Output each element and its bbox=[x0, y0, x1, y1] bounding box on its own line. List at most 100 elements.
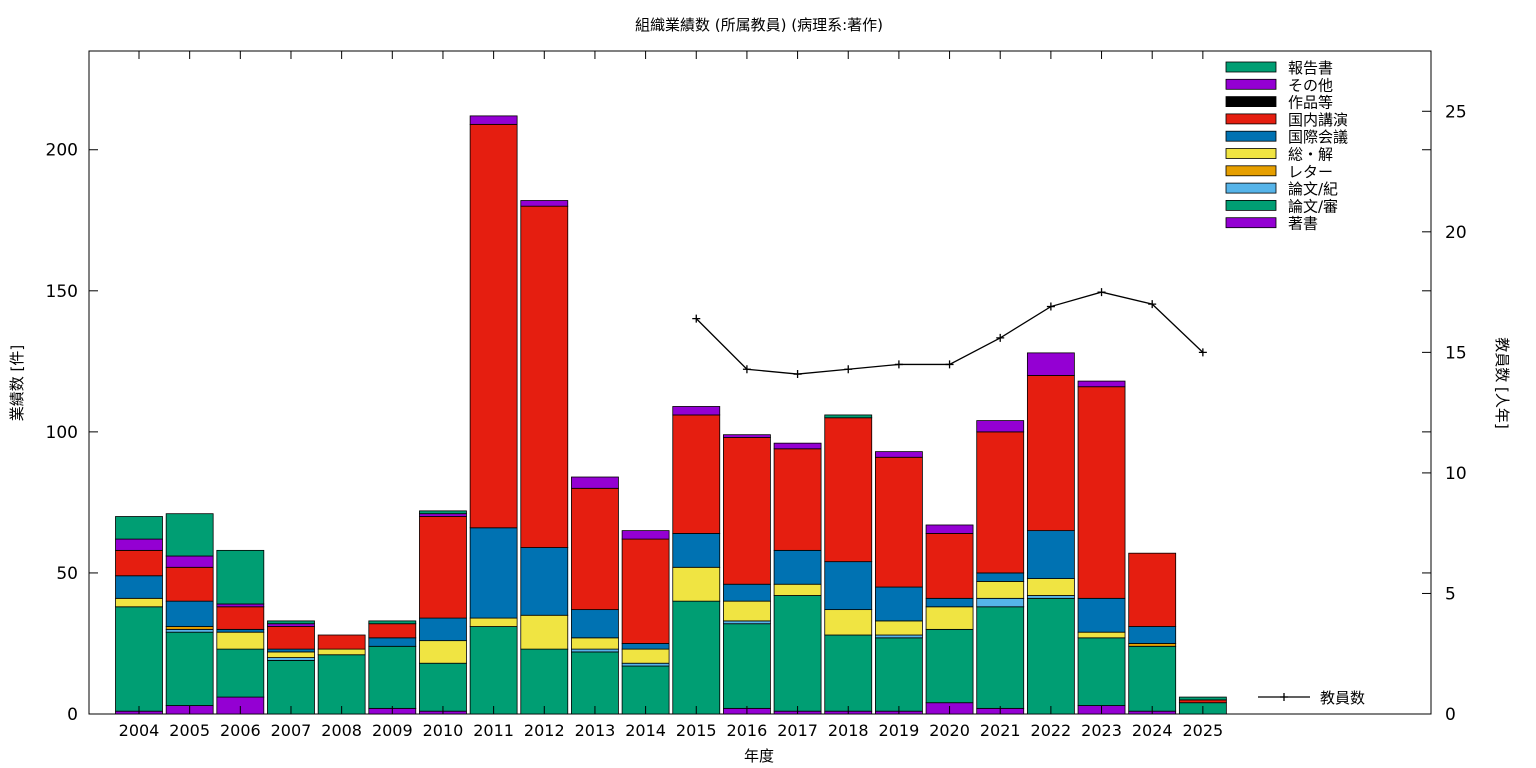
bar-segment-2019-5 bbox=[875, 586, 923, 622]
y2-tick-label: 15 bbox=[1445, 343, 1467, 363]
bar-segment-2022-5 bbox=[1026, 530, 1075, 579]
bar-segment-2020-8 bbox=[925, 524, 974, 534]
bar-segment-2008-6 bbox=[317, 634, 366, 650]
bar-segment-2020-1 bbox=[925, 628, 974, 704]
x-tick-label: 2004 bbox=[119, 721, 160, 740]
bar-segment-2012-5 bbox=[520, 547, 569, 616]
bar-segment-2023-6 bbox=[1077, 386, 1126, 599]
x-tick-label: 2023 bbox=[1081, 721, 1122, 740]
y2-tick-label: 5 bbox=[1445, 584, 1456, 604]
bar-segment-2018-6 bbox=[824, 417, 873, 563]
bar-segment-2007-4 bbox=[267, 651, 315, 658]
bar-segment-2023-5 bbox=[1077, 597, 1126, 633]
bar-segment-2007-1 bbox=[267, 659, 315, 715]
bar-segment-2021-2 bbox=[976, 597, 1025, 608]
bar-segment-2014-8 bbox=[621, 530, 670, 540]
bar-segment-2006-9 bbox=[216, 549, 265, 605]
y2-axis-label: 教員数 [人年] bbox=[1493, 337, 1511, 428]
bar-segment-2004-5 bbox=[115, 575, 163, 599]
bar-segment-2011-1 bbox=[469, 626, 518, 715]
chart-title: 組織業績数 (所属教員) (病理系:著作) bbox=[635, 16, 883, 34]
bar-segment-2009-5 bbox=[368, 637, 417, 647]
bar-segment-2011-8 bbox=[469, 115, 518, 125]
legend-label: 報告書 bbox=[1288, 59, 1333, 77]
x-tick-label: 2016 bbox=[727, 721, 768, 740]
faculty-point bbox=[894, 360, 903, 369]
bar-segment-2018-4 bbox=[824, 609, 873, 636]
y2-tick-label: 0 bbox=[1445, 705, 1456, 725]
faculty-point bbox=[1148, 300, 1157, 309]
bar-segment-2019-6 bbox=[875, 456, 923, 588]
bar-segment-2020-6 bbox=[925, 533, 974, 599]
bar-segment-2006-8 bbox=[216, 603, 265, 608]
legend-label: 総・解 bbox=[1288, 146, 1333, 164]
y-axis: 0 50 100 150 200 bbox=[46, 141, 1431, 725]
bar-segment-2017-1 bbox=[773, 595, 822, 712]
bar-segment-2024-1 bbox=[1128, 645, 1177, 712]
bar-segment-2017-6 bbox=[773, 448, 822, 551]
bar-segment-2016-5 bbox=[723, 583, 771, 602]
bar-segment-2019-4 bbox=[875, 620, 923, 636]
legend-swatch bbox=[1225, 182, 1277, 194]
y-tick-label: 150 bbox=[46, 282, 78, 302]
bar-segment-2010-1 bbox=[419, 662, 467, 712]
bar-segment-2013-2 bbox=[571, 648, 619, 653]
bar-segment-2013-4 bbox=[571, 637, 619, 650]
bar-segment-2007-8 bbox=[267, 623, 315, 627]
faculty-point bbox=[1046, 302, 1055, 311]
legend-label: その他 bbox=[1288, 76, 1333, 94]
bar-segment-2007-9 bbox=[267, 620, 315, 625]
x-tick-label: 2009 bbox=[372, 721, 413, 740]
legend-swatch bbox=[1225, 199, 1277, 211]
x-tick-label: 2013 bbox=[575, 721, 616, 740]
bar-segment-2014-2 bbox=[621, 662, 670, 667]
faculty-point bbox=[1097, 288, 1106, 297]
bar-segment-2008-4 bbox=[317, 648, 366, 656]
bar-segment-2021-5 bbox=[976, 572, 1025, 582]
legend-swatch bbox=[1225, 217, 1277, 229]
y2-axis: 0 5 10 15 20 25 bbox=[1422, 102, 1467, 725]
bar-segment-2015-8 bbox=[672, 406, 721, 416]
legend-label: 作品等 bbox=[1288, 94, 1333, 112]
bar-segment-2023-8 bbox=[1077, 380, 1126, 388]
legend-label: 論文/審 bbox=[1288, 197, 1338, 215]
y-tick-label: 100 bbox=[46, 423, 78, 443]
bar-segment-2018-1 bbox=[824, 634, 873, 712]
legend-label: 国内講演 bbox=[1288, 111, 1348, 129]
legend-swatch bbox=[1225, 165, 1277, 177]
bar-segment-2022-2 bbox=[1026, 595, 1075, 599]
bar-segment-2014-4 bbox=[621, 648, 670, 664]
bar-segment-2021-8 bbox=[976, 420, 1025, 433]
bar-segment-2021-4 bbox=[976, 581, 1025, 599]
y-tick-label: 0 bbox=[67, 705, 78, 725]
bar-segment-2021-1 bbox=[976, 606, 1025, 709]
bar-segment-2024-5 bbox=[1128, 626, 1177, 644]
legend-swatch bbox=[1225, 113, 1277, 125]
bar-segment-2006-6 bbox=[216, 606, 265, 630]
legend-label: 著書 bbox=[1288, 215, 1318, 233]
y2-tick-label: 10 bbox=[1445, 464, 1467, 484]
bar-segment-2025-6 bbox=[1178, 699, 1227, 704]
x-tick-label: 2012 bbox=[524, 721, 565, 740]
bar-segment-2010-6 bbox=[419, 516, 467, 619]
legend-swatch bbox=[1225, 96, 1277, 107]
x-tick-label: 2022 bbox=[1031, 721, 1072, 740]
faculty-point bbox=[945, 360, 954, 369]
bar-segment-2019-8 bbox=[875, 451, 923, 458]
bar-segment-2015-5 bbox=[672, 533, 721, 568]
bar-segment-2020-5 bbox=[925, 597, 974, 608]
bar-segment-2007-2 bbox=[267, 657, 315, 661]
faculty-point bbox=[793, 370, 802, 379]
bar-segment-2004-6 bbox=[115, 549, 163, 577]
line-layer bbox=[692, 288, 1207, 379]
x-tick-label: 2007 bbox=[271, 721, 312, 740]
x-tick-label: 2015 bbox=[676, 721, 717, 740]
bar-segment-2005-1 bbox=[165, 631, 214, 706]
bar-segment-2005-2 bbox=[165, 628, 214, 633]
legend-label: 論文/紀 bbox=[1288, 180, 1338, 198]
bar-segment-2016-2 bbox=[723, 620, 771, 625]
bar-segment-2016-6 bbox=[723, 437, 771, 585]
bar-segment-2011-5 bbox=[469, 527, 518, 619]
bar-segment-2022-6 bbox=[1026, 375, 1075, 532]
x-tick-label: 2005 bbox=[169, 721, 210, 740]
